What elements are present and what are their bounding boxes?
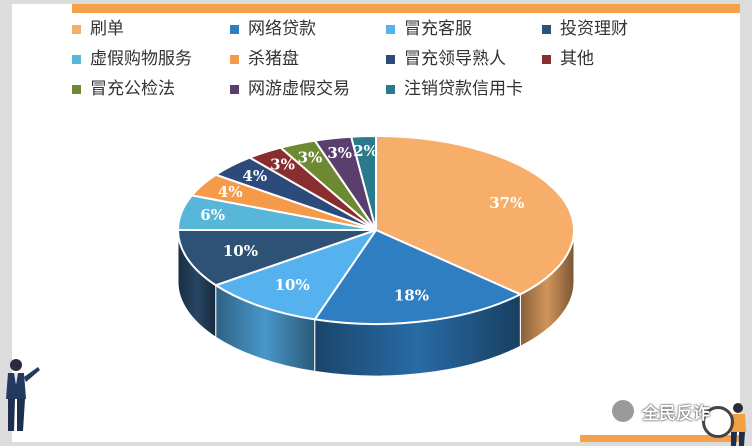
legend-swatch [230, 84, 239, 94]
legend-label: 网游虚假交易 [248, 79, 350, 99]
legend-item: 网络贷款 [230, 18, 316, 40]
slice-label: 4% [242, 167, 267, 185]
slice-label: 37% [489, 194, 524, 212]
top-accent-gap [12, 4, 72, 13]
legend-swatch [542, 24, 551, 34]
investigator-icon [730, 403, 746, 446]
pie-labels: 37%18%10%10%6%4%4%3% 3% 3% 2% [200, 142, 524, 304]
slice-label: 2% [353, 142, 378, 160]
wechat-icon [612, 400, 634, 422]
legend-label: 其他 [560, 49, 594, 69]
legend-swatch [72, 84, 81, 94]
legend-label: 冒充公检法 [90, 79, 175, 99]
legend-swatch [72, 54, 81, 64]
legend-swatch [230, 24, 239, 34]
watermark: 全民反诈 [612, 398, 710, 424]
legend-item: 冒充公检法 [72, 78, 175, 100]
legend-item: 虚假购物服务 [72, 48, 192, 70]
slice-label: 6% [200, 206, 225, 224]
legend-swatch [386, 24, 395, 34]
legend-swatch [542, 54, 551, 64]
legend-label: 投资理财 [560, 19, 628, 39]
legend-label: 杀猪盘 [248, 49, 299, 69]
pie-side-walls [177, 229, 575, 377]
watermark-text: 全民反诈 [642, 403, 710, 424]
legend-swatch [72, 24, 81, 34]
legend-label: 刷单 [90, 19, 124, 39]
legend-label: 注销贷款信用卡 [404, 79, 523, 99]
chart-legend: 刷单 网络贷款 冒充客服 投资理财虚假购物服务 杀猪盘 冒充领导熟人 其他冒充公检法 网游虚假… [0, 0, 728, 100]
legend-swatch [386, 54, 395, 64]
legend-swatch [230, 54, 239, 64]
legend-item: 冒充客服 [386, 18, 472, 40]
slice-label: 18% [394, 287, 429, 305]
pie-top [177, 135, 575, 325]
legend-label: 虚假购物服务 [90, 49, 192, 69]
pie-slice [313, 229, 522, 325]
legend-swatch [386, 84, 395, 94]
legend-item: 刷单 [72, 18, 124, 40]
slice-label: 3% [270, 156, 295, 174]
slice-label: 10% [275, 276, 310, 294]
magnifier-icon [702, 406, 734, 438]
legend-item: 投资理财 [542, 18, 628, 40]
legend-label: 冒充客服 [404, 19, 472, 39]
pie-slice [375, 135, 575, 296]
slice-label: 10% [223, 242, 258, 260]
legend-label: 冒充领导熟人 [404, 49, 506, 69]
pie-slice [177, 229, 377, 287]
legend-item: 杀猪盘 [230, 48, 299, 70]
slice-label: 4% [218, 183, 243, 201]
legend-item: 其他 [542, 48, 594, 70]
slice-label: 3% [327, 144, 352, 162]
slice-label: 3% [298, 149, 323, 167]
legend-item: 网游虚假交易 [230, 78, 350, 100]
legend-item: 注销贷款信用卡 [386, 78, 523, 100]
top-accent-bar [12, 4, 740, 13]
legend-label: 网络贷款 [248, 19, 316, 39]
pie-slice [214, 229, 377, 321]
legend-item: 冒充领导熟人 [386, 48, 506, 70]
bottom-accent-bar [580, 435, 740, 442]
pie-slice [350, 135, 377, 231]
businessman-icon [6, 359, 40, 431]
